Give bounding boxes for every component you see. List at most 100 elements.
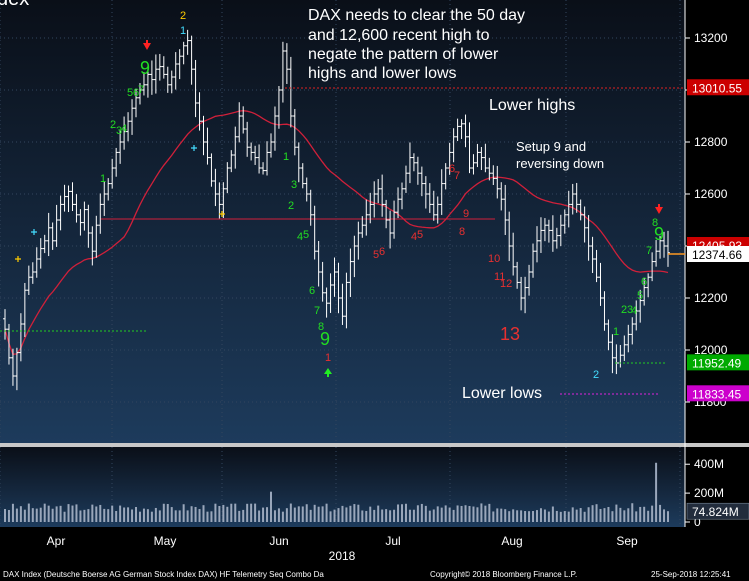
volume-last-label: 74.824M [692, 505, 739, 519]
volume-bar [67, 504, 70, 522]
buy-arrow-icon [324, 368, 332, 374]
volume-bar [214, 503, 217, 522]
moving-average-group [4, 110, 669, 355]
volume-bar [15, 508, 18, 522]
volume-bar [174, 510, 177, 522]
volume-bar [190, 506, 193, 522]
volume-bar [39, 507, 42, 522]
volume-bar [472, 506, 475, 522]
volume-bar [659, 504, 662, 522]
setup-count: 8 [318, 321, 324, 333]
volume-bar [206, 511, 209, 522]
chart-title-fragment: dex [0, 0, 29, 10]
volume-bar [103, 508, 106, 522]
volume-bar [381, 509, 384, 522]
volume-bar [71, 505, 74, 522]
price-tick-label: 12200 [694, 291, 728, 305]
volume-bar [385, 509, 388, 522]
volume-bar [623, 510, 626, 522]
plus-marker [31, 229, 37, 235]
price-label-box [687, 79, 749, 96]
volume-bar [131, 509, 134, 522]
volume-bar [535, 510, 538, 522]
volume-bar [520, 510, 523, 522]
volume-bar [83, 509, 86, 522]
headline-line-2: and 12,600 recent high to [308, 27, 490, 44]
volume-bar [242, 509, 245, 522]
volume-bar [551, 506, 554, 522]
volume-tick-label: 200M [694, 486, 724, 500]
setup-count: 4 [121, 123, 127, 135]
volume-bar [123, 507, 126, 522]
volume-bar [412, 509, 415, 522]
volume-bar [389, 510, 392, 522]
volume-tick-label: 0 [694, 515, 701, 529]
volume-bar [19, 506, 22, 522]
volume-bar [579, 508, 582, 522]
volume-bar [95, 506, 98, 522]
setup-count-9: 9 [320, 329, 330, 349]
volume-bar [127, 507, 130, 522]
volume-bar [63, 511, 66, 522]
volume-bar [230, 503, 233, 522]
volume-bar [31, 508, 34, 522]
volume-bar [353, 504, 356, 522]
volume-bar [583, 511, 586, 522]
setup-count: 6 [641, 276, 647, 288]
volume-bar [639, 506, 642, 522]
setup-count: 2 [110, 119, 116, 131]
volume-bar [313, 504, 316, 522]
volume-bar [250, 503, 253, 522]
setup-count: 2 [288, 200, 294, 212]
setup-count: 2 [593, 369, 599, 381]
setup-count-9: 9 [140, 58, 150, 78]
volume-bar [424, 505, 427, 522]
countdown-count: 12 [500, 278, 512, 290]
volume-bar [595, 504, 598, 522]
volume-bar [663, 509, 666, 522]
price-label-box [687, 385, 749, 402]
volume-bar [79, 510, 82, 522]
volume-bar [456, 505, 459, 522]
volume-bar [619, 507, 622, 522]
moving-average-line [4, 110, 669, 355]
volume-bar [416, 505, 419, 522]
volume-bar [218, 505, 221, 522]
headline-line-4: highs and lower lows [308, 65, 457, 82]
volume-bar [575, 509, 578, 522]
volume-bar [365, 510, 368, 522]
volume-bar [146, 509, 149, 522]
price-tick-label: 12800 [694, 135, 728, 149]
footer-security-name: DAX Index (Deutsche Boerse AG German Sto… [3, 570, 324, 579]
volume-bar [357, 504, 360, 522]
volume-bar [11, 503, 14, 522]
grid-lines [0, 0, 685, 527]
volume-bar [51, 508, 54, 522]
volume-bar [428, 510, 431, 522]
volume-bar [309, 509, 312, 522]
volume-bar [301, 506, 304, 522]
volume-bar [655, 462, 658, 522]
volume-bar [563, 511, 566, 522]
volume-bar [547, 511, 550, 522]
volume-bar [226, 506, 229, 522]
volume-bar [158, 510, 161, 522]
volume-bar [532, 511, 535, 522]
price-panel [0, 0, 685, 443]
volume-bar [47, 505, 50, 522]
volume-bar [23, 509, 26, 522]
volume-bar [289, 503, 292, 522]
countdown-count: 5 [417, 229, 423, 241]
volume-bar [202, 505, 205, 522]
volume-bar [643, 506, 646, 522]
volume-bar [154, 507, 157, 522]
setup-count: 5 [637, 290, 643, 302]
month-label: Apr [47, 534, 66, 548]
plus-marker [15, 256, 21, 262]
setup-count: 1 [613, 326, 619, 338]
price-label-box [687, 246, 749, 262]
volume-bar [4, 509, 6, 522]
setup-count: 3 [116, 125, 122, 137]
